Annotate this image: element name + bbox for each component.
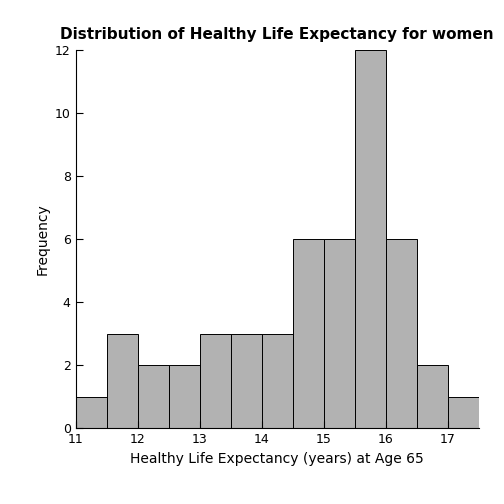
Bar [324,239,355,428]
Bar [293,239,324,428]
Bar [169,365,200,428]
Bar [76,397,107,428]
Title: Distribution of Healthy Life Expectancy for women: Distribution of Healthy Life Expectancy … [60,27,494,42]
Bar [386,239,417,428]
Bar [107,334,138,428]
Y-axis label: Frequency: Frequency [35,204,49,275]
Bar [448,397,479,428]
Bar [138,365,169,428]
Bar [417,365,448,428]
Bar [262,334,293,428]
Bar [200,334,231,428]
X-axis label: Healthy Life Expectancy (years) at Age 65: Healthy Life Expectancy (years) at Age 6… [131,452,424,466]
Bar [231,334,262,428]
Bar [355,50,386,428]
